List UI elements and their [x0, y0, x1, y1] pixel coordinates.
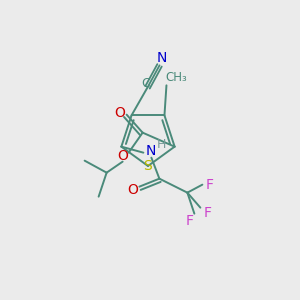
Text: H: H: [157, 138, 166, 151]
Text: F: F: [206, 178, 213, 192]
Text: F: F: [185, 214, 194, 228]
Text: CH₃: CH₃: [166, 71, 187, 84]
Text: O: O: [127, 183, 138, 197]
Text: N: N: [156, 51, 167, 65]
Text: N: N: [145, 144, 156, 158]
Text: F: F: [203, 206, 211, 220]
Text: O: O: [117, 149, 128, 163]
Text: S: S: [144, 159, 152, 173]
Text: O: O: [114, 106, 125, 120]
Text: C: C: [141, 77, 150, 90]
